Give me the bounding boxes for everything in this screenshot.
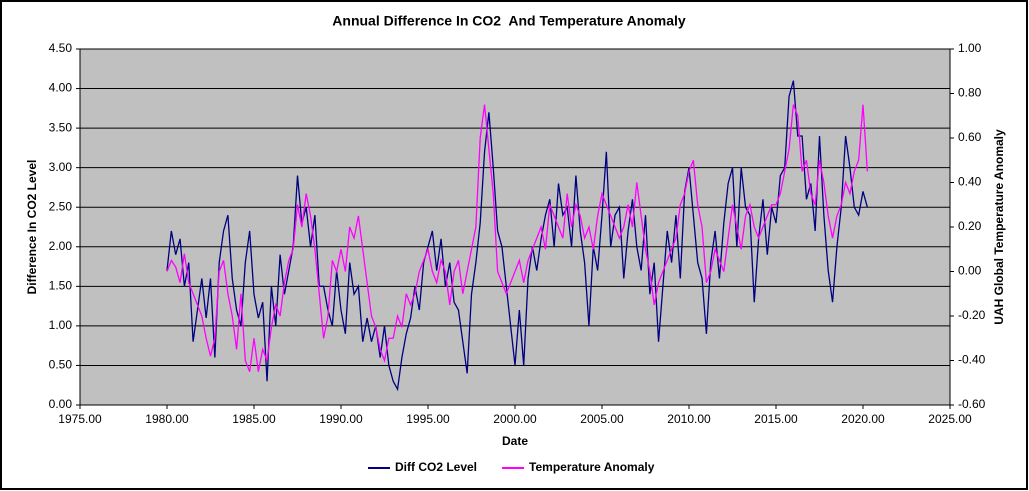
y-tick-label: 4.50 [49, 41, 73, 55]
series-line [166, 104, 868, 372]
y-tick-label: 3.50 [49, 120, 73, 134]
y-tick-label: 0.00 [49, 397, 73, 411]
x-tick-label: 2005.00 [580, 412, 624, 426]
y-tick-label: 3.00 [49, 160, 73, 174]
x-tick-label: 1990.00 [319, 412, 363, 426]
y2-tick-label: -0.60 [958, 397, 986, 411]
legend-label: Diff CO2 Level [395, 460, 477, 474]
y2-tick-label: 0.20 [958, 219, 982, 233]
x-tick-label: 1980.00 [145, 412, 189, 426]
x-tick-label: 2025.00 [928, 412, 972, 426]
y2-tick-label: -0.40 [958, 353, 986, 367]
y2-axis-title: UAH Global Temperature Anomaly [992, 129, 1006, 325]
y2-tick-label: 0.80 [958, 86, 982, 100]
x-tick-label: 2010.00 [667, 412, 711, 426]
y-tick-label: 1.50 [49, 279, 73, 293]
y-axis-title: Difference In CO2 Level [25, 160, 39, 295]
x-axis-title: Date [502, 434, 528, 448]
y-tick-label: 4.00 [49, 81, 73, 95]
x-tick-label: 2015.00 [754, 412, 798, 426]
plot-area [79, 48, 951, 406]
y2-tick-label: 0.40 [958, 175, 982, 189]
x-tick-label: 1975.00 [58, 412, 102, 426]
y2-tick-label: -0.20 [958, 308, 986, 322]
x-tick-label: 1985.00 [232, 412, 276, 426]
y2-tick-label: 1.00 [958, 41, 982, 55]
chart-title: Annual Difference In CO2 And Temperature… [332, 13, 686, 29]
y2-tick-label: 0.00 [958, 264, 982, 278]
y2-tick-label: 0.60 [958, 130, 982, 144]
x-tick-label: 2000.00 [493, 412, 537, 426]
y-tick-label: 1.00 [49, 318, 73, 332]
y-tick-label: 2.50 [49, 199, 73, 213]
legend-label: Temperature Anomaly [529, 460, 655, 474]
y-tick-label: 2.00 [49, 239, 73, 253]
x-tick-label: 2020.00 [841, 412, 885, 426]
y-tick-label: 0.50 [49, 358, 73, 372]
x-tick-label: 1995.00 [406, 412, 450, 426]
